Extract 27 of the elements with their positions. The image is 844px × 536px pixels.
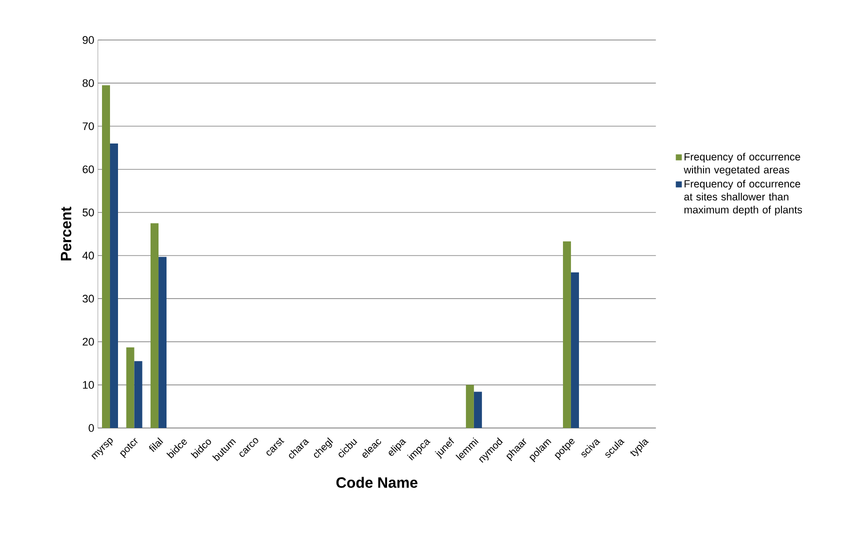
y-tick-label: 70 bbox=[82, 122, 94, 130]
bar bbox=[126, 347, 134, 428]
x-tick-label: elipa bbox=[388, 440, 406, 456]
y-tick-label: 30 bbox=[82, 294, 94, 303]
bar bbox=[102, 85, 110, 428]
y-tick-label: 20 bbox=[82, 338, 94, 346]
x-tick-label: typla bbox=[630, 440, 649, 456]
bar bbox=[158, 256, 167, 428]
bar bbox=[150, 223, 159, 428]
y-tick-label: 0 bbox=[88, 424, 94, 432]
y-tick-label: 10 bbox=[82, 381, 94, 389]
legend-label: Frequency of occurrence at sites shallower than maximum depth of plants bbox=[684, 180, 802, 216]
y-tick-label: 40 bbox=[82, 252, 94, 260]
bar bbox=[466, 384, 474, 428]
bar bbox=[570, 272, 579, 428]
bar bbox=[134, 361, 142, 428]
y-axis-title: Percent bbox=[60, 206, 72, 260]
bar bbox=[562, 241, 571, 428]
bar bbox=[110, 143, 118, 428]
bar bbox=[474, 392, 482, 428]
x-axis-title: Code Name bbox=[336, 476, 418, 488]
y-tick-label: 60 bbox=[82, 165, 94, 174]
y-tick-label: 90 bbox=[82, 36, 94, 44]
y-tick-label: 80 bbox=[82, 79, 94, 87]
legend-label: Frequency of occurrence within vegetated areas bbox=[684, 152, 800, 176]
x-tick-label: filal bbox=[149, 437, 164, 452]
y-tick-label: 50 bbox=[82, 208, 94, 216]
